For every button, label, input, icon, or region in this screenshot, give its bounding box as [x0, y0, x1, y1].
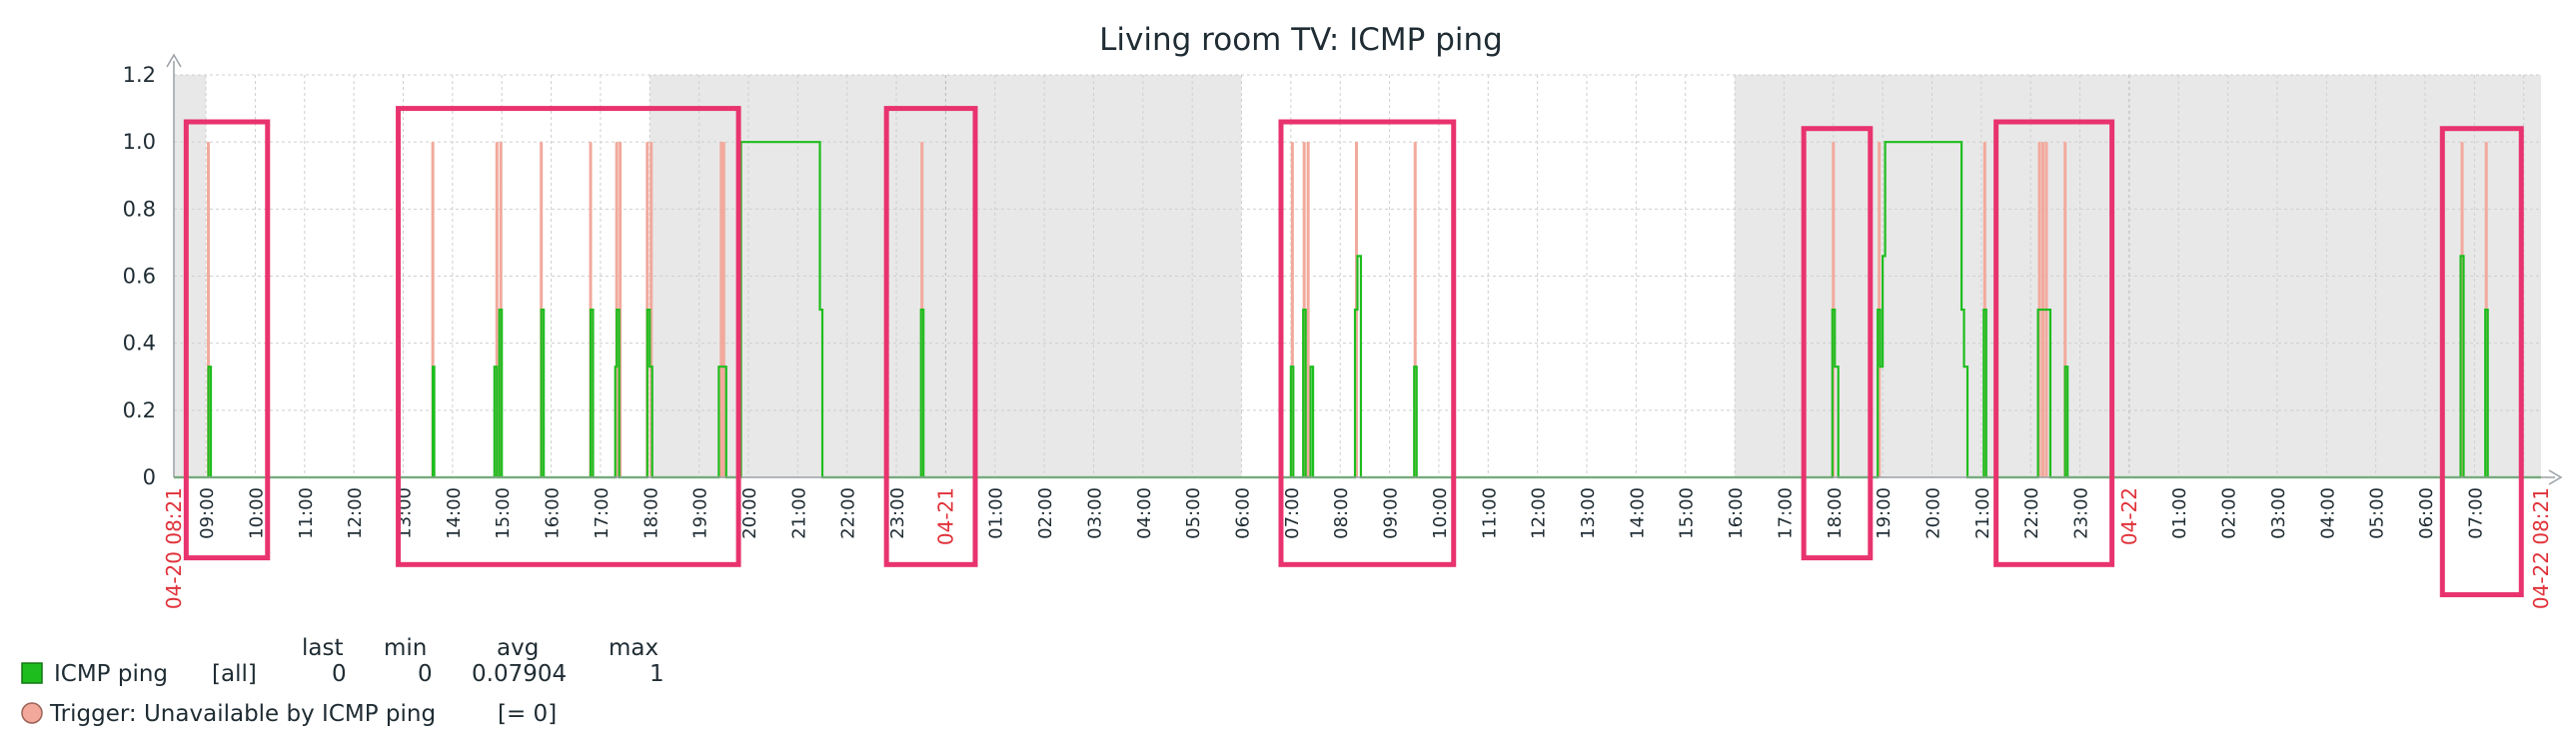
- x-tick-label: 09:00: [1381, 487, 1402, 539]
- x-tick-label: 16:00: [543, 487, 564, 539]
- legend: last min avg max ICMP ping [all] 0 0 0.0…: [21, 635, 664, 727]
- x-tick-label: 03:00: [1084, 487, 1105, 539]
- x-tick-label: 21:00: [1972, 487, 1993, 539]
- highlight-box: [2439, 126, 2524, 598]
- shaded-period: [174, 75, 207, 477]
- trigger-marker: [21, 702, 43, 724]
- series-line-icmp-ping: [174, 141, 2541, 479]
- legend-header-avg: avg: [497, 635, 539, 661]
- highlight-box: [183, 119, 271, 561]
- x-tick-label: 14:00: [444, 487, 465, 539]
- x-tick-label: 03:00: [2268, 487, 2289, 539]
- x-tick-label: 04-22: [2117, 487, 2141, 545]
- x-tick-label: 01:00: [2169, 487, 2190, 539]
- highlight-box: [1278, 119, 1457, 567]
- legend-trigger-label: Trigger: Unavailable by ICMP ping: [49, 701, 436, 727]
- x-tick-label: 04:00: [1134, 487, 1155, 539]
- x-tick-label: 21:00: [788, 487, 809, 539]
- x-tick-label: 23:00: [887, 487, 908, 539]
- legend-last-value: 0: [332, 661, 347, 687]
- x-tick-label: 18:00: [641, 487, 661, 539]
- x-tick-label: 10:00: [1430, 487, 1451, 539]
- x-tick-label: 12:00: [1529, 487, 1550, 539]
- x-tick-label: 11:00: [296, 487, 317, 539]
- highlight-box: [396, 106, 741, 567]
- x-tick-label: 17:00: [592, 487, 613, 539]
- x-tick-label: 11:00: [1479, 487, 1500, 539]
- x-tick-label: 16:00: [1726, 487, 1747, 539]
- highlight-box: [1801, 126, 1874, 561]
- x-tick-label: 05:00: [1183, 487, 1204, 539]
- x-tick-label: 04-21: [933, 487, 957, 545]
- shaded-period: [1735, 75, 2541, 477]
- x-tick-label: 04:00: [2317, 487, 2338, 539]
- x-tick-label: 02:00: [2219, 487, 2240, 539]
- x-tick-label: 07:00: [1282, 487, 1303, 539]
- x-tick-label: 19:00: [1874, 487, 1895, 539]
- legend-header-min: min: [384, 635, 427, 661]
- x-tick-label: 05:00: [2367, 487, 2388, 539]
- legend-avg-value: 0.07904: [472, 661, 567, 687]
- legend-max-value: 1: [649, 661, 664, 687]
- y-tick-label: 0: [143, 465, 156, 489]
- x-end-label: 04-22 08:21: [2529, 487, 2553, 609]
- y-tick-label: 1.2: [123, 63, 156, 87]
- x-tick-label: 01:00: [986, 487, 1007, 539]
- x-tick-label: 07:00: [2465, 487, 2486, 539]
- series-layer: [174, 141, 2541, 479]
- legend-trigger-cond: [= 0]: [498, 701, 557, 727]
- x-axis-arrow: [2548, 469, 2563, 485]
- legend-series-func: [all]: [212, 661, 257, 687]
- x-tick-label: 19:00: [690, 487, 711, 539]
- y-tick-label: 0.4: [123, 332, 156, 356]
- x-tick-labels: 09:00 10:00 11:00 12:00 13:00 14:00 15:00 16:00…: [162, 487, 2553, 609]
- x-tick-label: 17:00: [1775, 487, 1796, 539]
- x-tick-label: 08:00: [1331, 487, 1352, 539]
- chart-title: Living room TV: ICMP ping: [1099, 22, 1503, 58]
- y-axis-arrow: [166, 53, 182, 68]
- x-tick-label: 12:00: [345, 487, 366, 539]
- x-tick-label: 18:00: [1825, 487, 1846, 539]
- highlight-box-layer: [183, 106, 2524, 598]
- highlight-box: [883, 106, 978, 567]
- y-tick-label: 0.6: [123, 265, 156, 289]
- x-tick-label: 22:00: [2021, 487, 2042, 539]
- x-tick-label: 06:00: [1233, 487, 1254, 539]
- x-tick-label: 15:00: [1677, 487, 1698, 539]
- x-tick-label: 20:00: [1923, 487, 1943, 539]
- legend-header-max: max: [609, 635, 658, 661]
- highlight-box: [1993, 119, 2115, 567]
- x-tick-label: 06:00: [2416, 487, 2437, 539]
- y-tick-label: 0.8: [123, 197, 156, 221]
- x-tick-label: 10:00: [246, 487, 267, 539]
- series-swatch: [21, 662, 43, 684]
- y-tick-labels: 0 0.2 0.4 0.6 0.8 1.0 1.2: [123, 63, 156, 489]
- x-tick-label: 20:00: [739, 487, 760, 539]
- y-tick-label: 1.0: [123, 130, 156, 154]
- x-tick-label: 22:00: [838, 487, 859, 539]
- legend-min-value: 0: [418, 661, 433, 687]
- x-tick-label: 02:00: [1035, 487, 1056, 539]
- axis-layer: [166, 53, 2563, 485]
- legend-header-last: last: [302, 635, 344, 661]
- x-tick-label: 23:00: [2071, 487, 2092, 539]
- x-start-label: 04-20 08:21: [162, 487, 186, 609]
- legend-series-name: ICMP ping: [54, 661, 168, 687]
- x-tick-label: 15:00: [493, 487, 514, 539]
- y-tick-label: 0.2: [123, 398, 156, 422]
- x-tick-label: 13:00: [1578, 487, 1599, 539]
- x-tick-label: 14:00: [1627, 487, 1648, 539]
- x-tick-label: 09:00: [197, 487, 218, 539]
